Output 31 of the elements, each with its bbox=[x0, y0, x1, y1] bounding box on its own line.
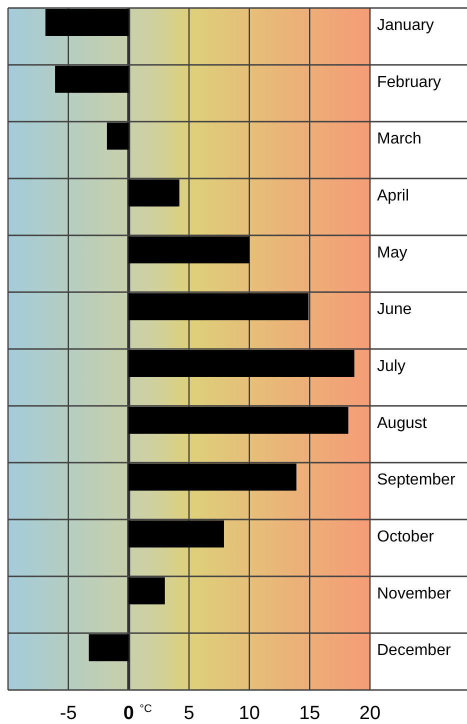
y-tick-label: May bbox=[377, 244, 408, 262]
bar bbox=[128, 293, 308, 320]
y-tick-label: September bbox=[377, 472, 456, 489]
bar bbox=[45, 9, 129, 36]
x-tick-label: 15 bbox=[299, 703, 320, 724]
bar bbox=[128, 464, 296, 491]
bar bbox=[128, 577, 165, 604]
bar bbox=[88, 634, 129, 662]
bar bbox=[128, 406, 348, 434]
bar bbox=[128, 180, 180, 206]
x-tick-label: 0 bbox=[123, 703, 134, 724]
y-tick-label: February bbox=[377, 74, 442, 91]
y-tick-label: January bbox=[377, 17, 434, 34]
x-tick-label: 20 bbox=[359, 703, 381, 724]
y-tick-label: April bbox=[377, 188, 410, 204]
y-tick-label: July bbox=[377, 358, 406, 375]
y-tick-label: October bbox=[377, 528, 435, 546]
bar bbox=[128, 520, 224, 548]
bar bbox=[106, 122, 129, 150]
bar bbox=[55, 66, 129, 93]
bar bbox=[128, 350, 354, 377]
y-tick-label: November bbox=[377, 585, 452, 602]
y-tick-label: March bbox=[377, 130, 422, 148]
x-tick-label: 5 bbox=[184, 703, 194, 724]
x-tick-label: -5 bbox=[60, 703, 77, 724]
x-axis-title: °C bbox=[140, 703, 152, 715]
bar bbox=[128, 236, 250, 264]
y-tick-label: June bbox=[377, 301, 412, 318]
y-tick-label: August bbox=[377, 414, 428, 432]
y-tick-label: December bbox=[377, 642, 452, 660]
x-tick-label: 10 bbox=[238, 703, 260, 724]
